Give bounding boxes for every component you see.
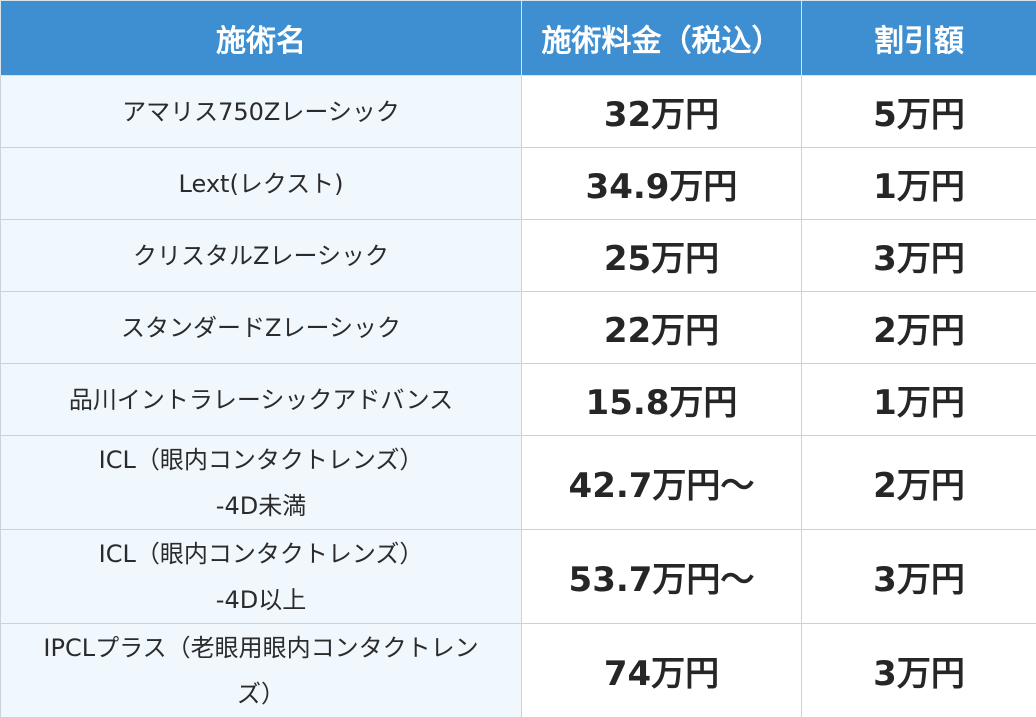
- discount-amount: 3万円: [802, 624, 1036, 718]
- treatment-name-cell: ICL（眼内コンタクトレンズ） -4D未満: [1, 436, 522, 530]
- treatment-price: 34.9万円: [522, 148, 802, 220]
- treatment-name: ICL（眼内コンタクトレンズ）: [3, 531, 519, 577]
- table-row: アマリス750Zレーシック 32万円 5万円: [1, 76, 1036, 148]
- treatment-name-detail: -4D未満: [3, 483, 519, 529]
- column-header-name: 施術名: [1, 1, 522, 76]
- table-row: IPCLプラス（老眼用眼内コンタクトレン ズ） 74万円 3万円: [1, 624, 1036, 718]
- treatment-name: Lext(レクスト): [3, 161, 519, 207]
- treatment-name-cell: スタンダードZレーシック: [1, 292, 522, 364]
- treatment-name-cell: クリスタルZレーシック: [1, 220, 522, 292]
- treatment-name: 品川イントラレーシックアドバンス: [3, 377, 519, 423]
- treatment-name-cell: Lext(レクスト): [1, 148, 522, 220]
- treatment-name-detail: -4D以上: [3, 577, 519, 623]
- treatment-price: 25万円: [522, 220, 802, 292]
- column-header-price: 施術料金（税込）: [522, 1, 802, 76]
- treatment-name: IPCLプラス（老眼用眼内コンタクトレン: [3, 625, 519, 671]
- discount-amount: 1万円: [802, 148, 1036, 220]
- treatment-price: 32万円: [522, 76, 802, 148]
- treatment-name-cell: 品川イントラレーシックアドバンス: [1, 364, 522, 436]
- table-row: クリスタルZレーシック 25万円 3万円: [1, 220, 1036, 292]
- table-row: ICL（眼内コンタクトレンズ） -4D以上 53.7万円〜 3万円: [1, 530, 1036, 624]
- table-row: Lext(レクスト) 34.9万円 1万円: [1, 148, 1036, 220]
- treatment-name: ICL（眼内コンタクトレンズ）: [3, 437, 519, 483]
- treatment-name: クリスタルZレーシック: [3, 233, 519, 279]
- treatment-name: アマリス750Zレーシック: [3, 89, 519, 135]
- treatment-name: スタンダードZレーシック: [3, 305, 519, 351]
- table-row: ICL（眼内コンタクトレンズ） -4D未満 42.7万円〜 2万円: [1, 436, 1036, 530]
- discount-amount: 3万円: [802, 220, 1036, 292]
- treatment-name-cell: IPCLプラス（老眼用眼内コンタクトレン ズ）: [1, 624, 522, 718]
- discount-amount: 2万円: [802, 436, 1036, 530]
- table-row: 品川イントラレーシックアドバンス 15.8万円 1万円: [1, 364, 1036, 436]
- table-row: スタンダードZレーシック 22万円 2万円: [1, 292, 1036, 364]
- discount-amount: 3万円: [802, 530, 1036, 624]
- treatment-price: 42.7万円〜: [522, 436, 802, 530]
- treatment-price: 15.8万円: [522, 364, 802, 436]
- discount-amount: 1万円: [802, 364, 1036, 436]
- treatment-price: 74万円: [522, 624, 802, 718]
- discount-amount: 2万円: [802, 292, 1036, 364]
- treatment-price: 53.7万円〜: [522, 530, 802, 624]
- treatment-name-detail: ズ）: [3, 671, 519, 717]
- treatment-name-cell: アマリス750Zレーシック: [1, 76, 522, 148]
- table-header-row: 施術名 施術料金（税込） 割引額: [1, 1, 1036, 76]
- treatment-price: 22万円: [522, 292, 802, 364]
- discount-amount: 5万円: [802, 76, 1036, 148]
- column-header-discount: 割引額: [802, 1, 1036, 76]
- treatment-name-cell: ICL（眼内コンタクトレンズ） -4D以上: [1, 530, 522, 624]
